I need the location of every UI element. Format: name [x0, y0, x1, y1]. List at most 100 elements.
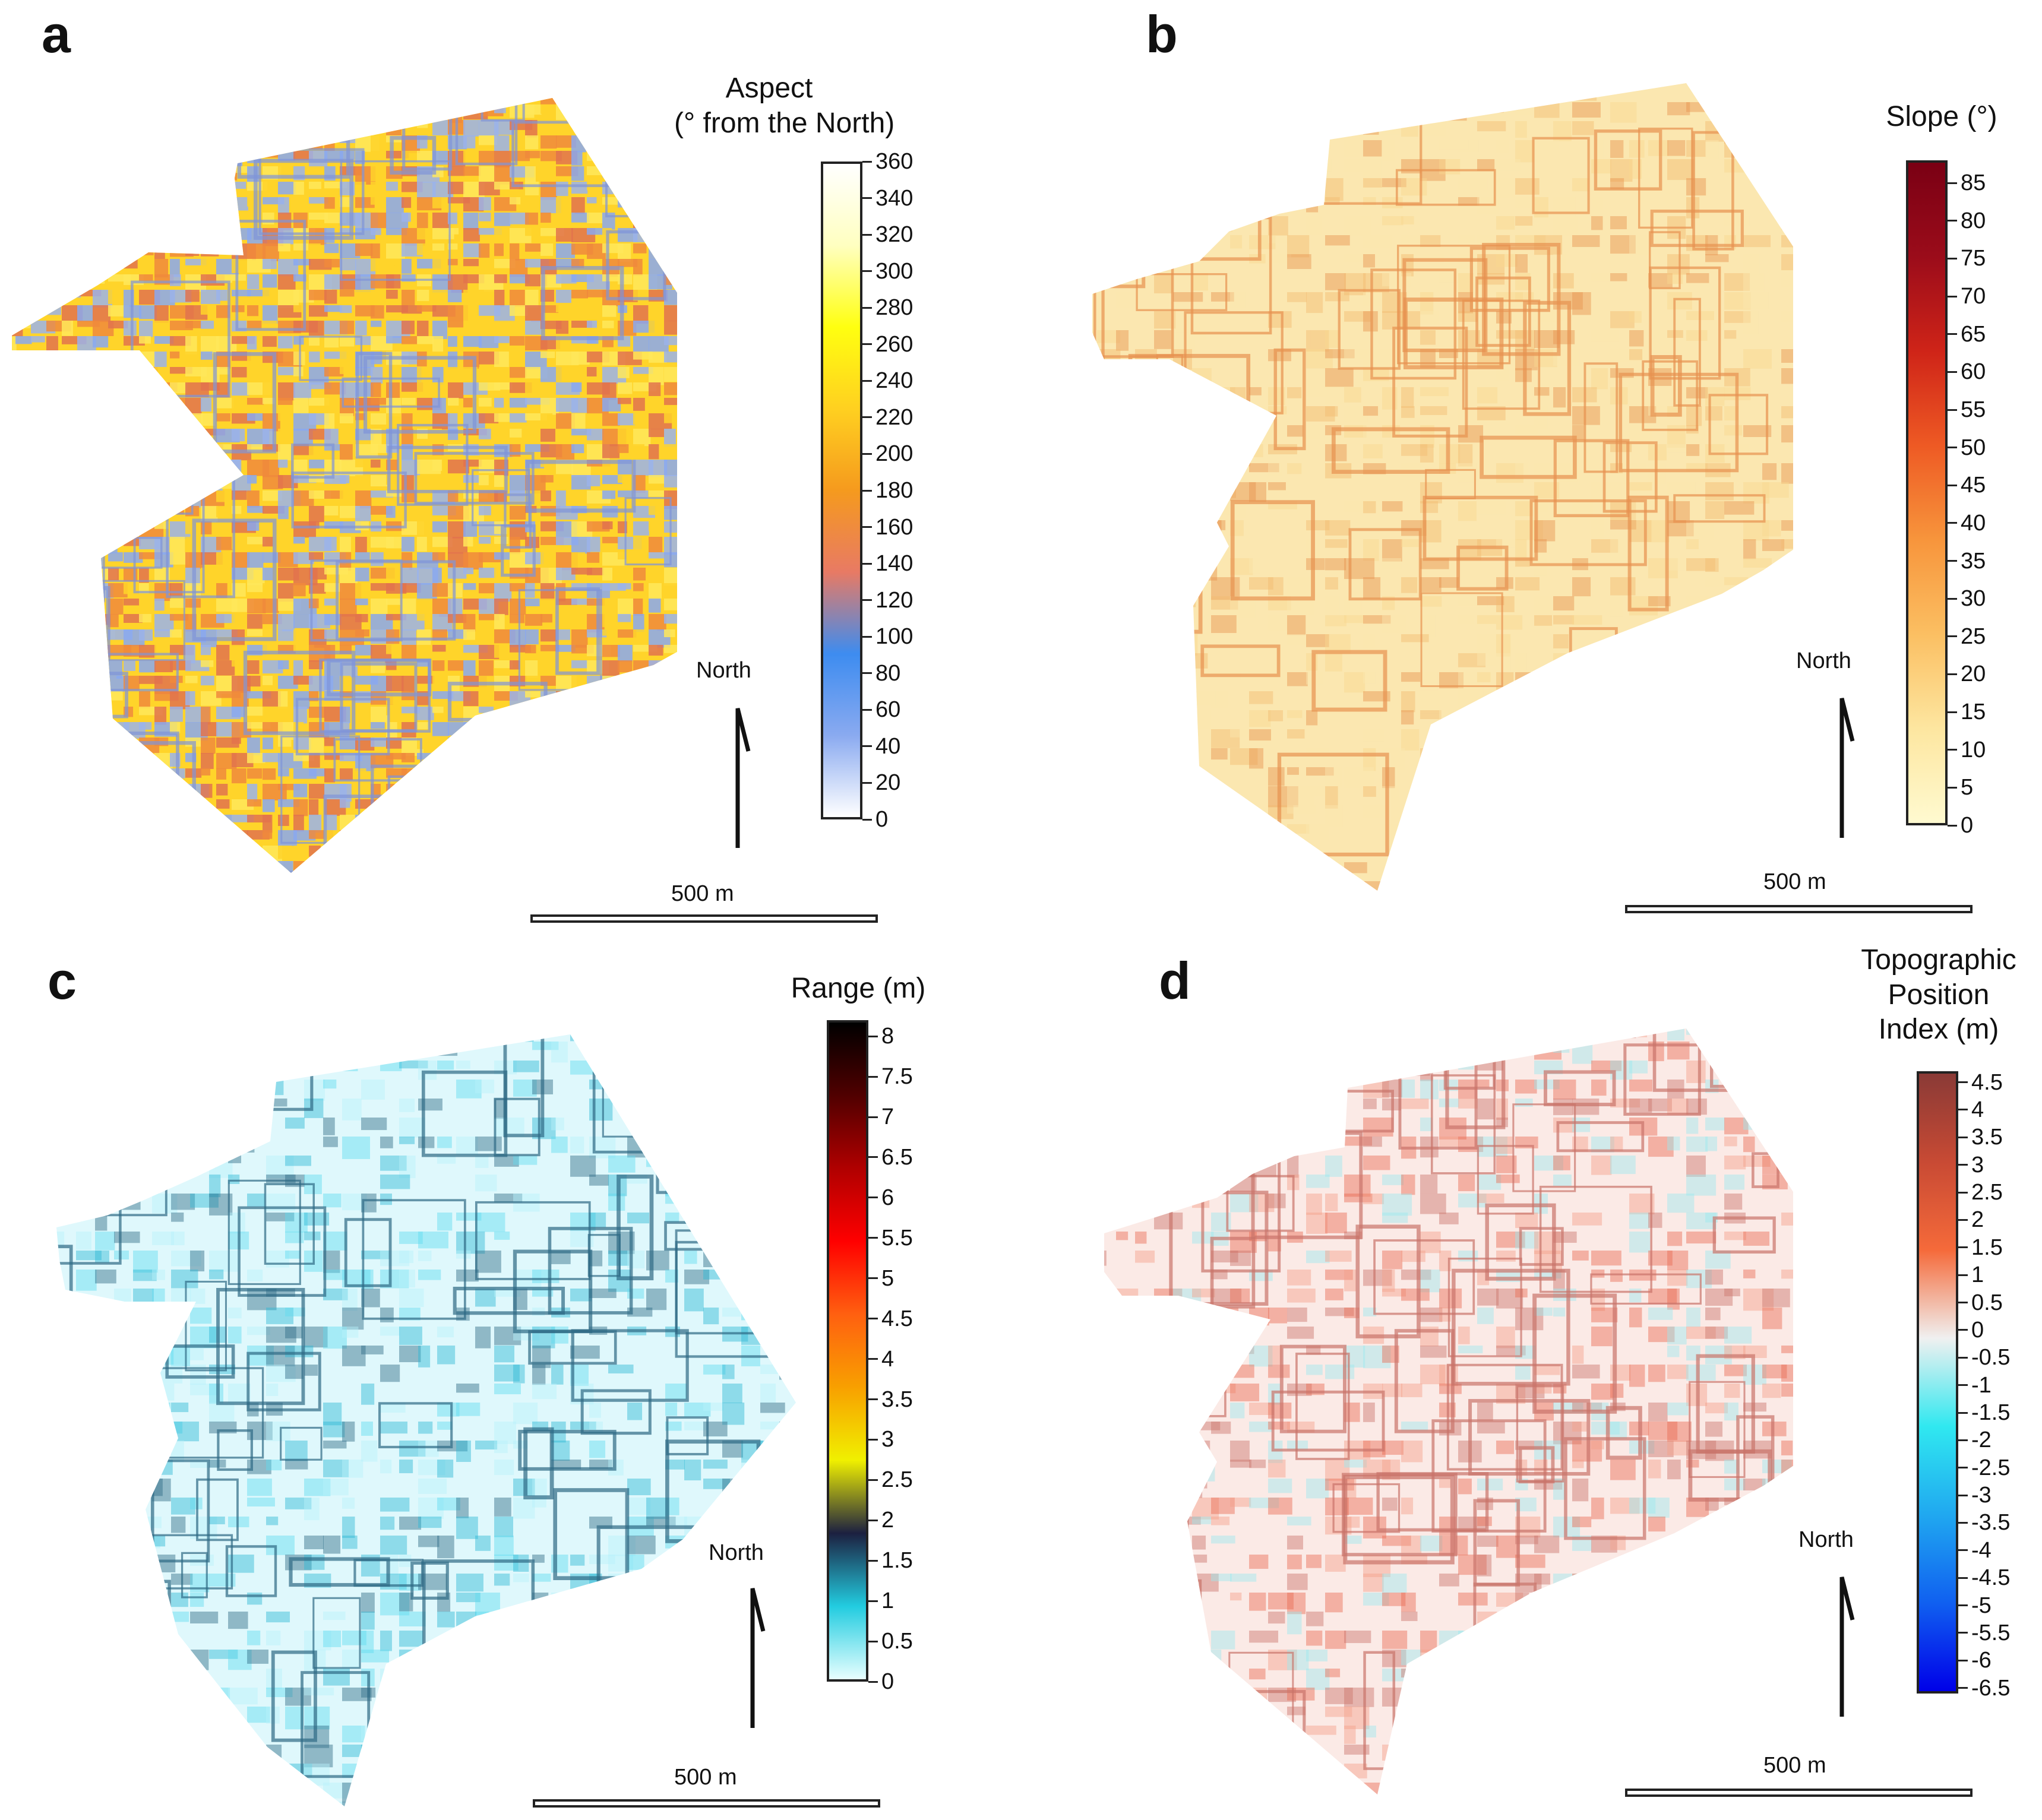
colorbar-tick-label: 1	[881, 1588, 894, 1614]
colorbar-tick-label: -6	[1971, 1648, 1992, 1673]
colorbar-tick-label: 65	[1961, 321, 1986, 347]
colorbar-ticks: 0 20 40 60 80 100 120 140 160 180 200 220 240 260 280 3…	[862, 150, 957, 831]
colorbar-tick	[1948, 711, 1957, 713]
colorbar-tick-label: 2.5	[881, 1467, 913, 1493]
colorbar-tick-label: 20	[875, 770, 901, 796]
legend-title-line: Slope (°)	[1886, 101, 1997, 132]
colorbar-ticks: -6.5 -6 -5.5 -5 -4.5 -4 -3.5 -3 -2.5 -2 -1.5 -1 -0.5…	[1958, 1071, 2041, 1699]
colorbar-tick	[862, 781, 872, 784]
colorbar-tick	[1948, 257, 1957, 259]
colorbar-tick-label: 100	[875, 624, 913, 650]
colorbar-tick	[868, 1600, 878, 1602]
scale-label: 500 m	[1763, 869, 1826, 894]
range-map	[56, 1034, 796, 1806]
colorbar-tick	[862, 745, 872, 748]
colorbar-tick-label: 70	[1961, 284, 1986, 309]
scale-bar	[530, 914, 878, 923]
colorbar-tick-label: 4.5	[881, 1306, 913, 1331]
colorbar-tick-label: 2.5	[1971, 1180, 2003, 1205]
scale-bar	[1625, 905, 1973, 913]
aspect-map	[12, 98, 677, 873]
colorbar-tick-label: -4	[1971, 1537, 1992, 1563]
colorbar	[1917, 1071, 1958, 1694]
colorbar-tick-label: 160	[875, 514, 913, 540]
colorbar-tick	[1958, 1467, 1968, 1469]
colorbar-tick-label: 40	[1961, 510, 1986, 536]
colorbar-tick	[862, 379, 872, 382]
colorbar-tick-label: 240	[875, 368, 913, 394]
tpi-map	[1104, 1028, 1793, 1794]
panel-slope: b Slope (°) 0 5 10 15 20 25 30 35 40 45 50 55 60 65 70…	[1021, 0, 2042, 913]
colorbar-tick	[1948, 597, 1957, 600]
colorbar-tick	[1948, 749, 1957, 751]
colorbar-tick	[1958, 1302, 1968, 1304]
colorbar-tick	[862, 270, 872, 273]
colorbar-tick-label: -0.5	[1971, 1345, 2011, 1370]
colorbar-tick-label: 3.5	[1971, 1125, 2003, 1150]
north-label: North	[1798, 1527, 1854, 1552]
colorbar-tick	[1948, 371, 1957, 373]
colorbar-tick	[868, 1116, 878, 1118]
colorbar-tick	[862, 489, 872, 492]
colorbar-tick	[862, 672, 872, 675]
colorbar-tick	[1958, 1081, 1968, 1084]
colorbar-tick-label: 3.5	[881, 1387, 913, 1412]
colorbar-tick-label: -1	[1971, 1372, 1992, 1398]
colorbar-tick-label: 320	[875, 222, 913, 248]
colorbar-tick-label: -6.5	[1971, 1675, 2011, 1701]
colorbar-tick-label: 75	[1961, 246, 1986, 271]
colorbar-tick-label: 120	[875, 587, 913, 613]
scale-label: 500 m	[671, 881, 734, 906]
colorbar-tick	[868, 1075, 878, 1078]
legend-title-line: Aspect	[725, 72, 813, 104]
colorbar-tick-label: 6.5	[881, 1144, 913, 1170]
colorbar-tick	[862, 452, 872, 455]
colorbar-tick-label: 7	[881, 1104, 894, 1130]
legend-title: Aspect (° from the North)	[674, 71, 894, 141]
colorbar-tick-label: -2	[1971, 1427, 1992, 1453]
colorbar-tick-label: 25	[1961, 623, 1986, 649]
colorbar-tick-label: 260	[875, 331, 913, 357]
colorbar-tick	[868, 1237, 878, 1239]
colorbar-tick	[1948, 522, 1957, 524]
colorbar-tick-label: 220	[875, 404, 913, 430]
panel-range: c Range (m) 0 0.5 1 1.5 2 2.5 3 3.5 4 4.5 5 5.5 6 6.5…	[0, 910, 1021, 1819]
colorbar	[827, 1020, 868, 1682]
colorbar	[1906, 160, 1948, 825]
scale-bar	[533, 1799, 880, 1808]
legend-title: Slope (°)	[1870, 100, 2013, 135]
colorbar-tick	[868, 1277, 878, 1280]
colorbar-tick	[862, 818, 872, 821]
panel-tpi: d Topographic Position Index (m) -6.5 -6-…	[1021, 910, 2042, 1819]
colorbar-tick-label: 180	[875, 478, 913, 503]
colorbar-tick-label: 280	[875, 295, 913, 321]
colorbar-tick-label: 35	[1961, 548, 1986, 574]
colorbar-tick-label: -1.5	[1971, 1400, 2011, 1425]
colorbar-tick	[1948, 635, 1957, 638]
colorbar-tick	[1958, 1549, 1968, 1552]
colorbar-tick	[1958, 1411, 1968, 1414]
colorbar-tick	[1958, 1136, 1968, 1138]
colorbar-tick-label: 80	[875, 660, 901, 686]
colorbar-tick-label: 0	[1961, 813, 1974, 838]
colorbar-tick	[1958, 1384, 1968, 1387]
colorbar-tick	[868, 1197, 878, 1199]
colorbar-tick-label: -4.5	[1971, 1565, 2011, 1591]
colorbar-tick	[1948, 220, 1957, 222]
colorbar-tick	[862, 343, 872, 346]
colorbar-tick	[868, 1640, 878, 1642]
legend-title-line: Index (m)	[1878, 1014, 1999, 1046]
colorbar-tick-label: 4	[1971, 1097, 1984, 1122]
colorbar-tick	[862, 197, 872, 200]
colorbar-tick	[868, 1438, 878, 1441]
colorbar-tick-label: 30	[1961, 586, 1986, 612]
colorbar-tick	[862, 599, 872, 602]
colorbar-tick	[868, 1519, 878, 1521]
colorbar-tick	[1958, 1604, 1968, 1607]
colorbar-tick	[862, 160, 872, 163]
panel-aspect: a Aspect (° from the North) 0 20 40 60 80 100…	[0, 0, 1021, 923]
colorbar-tick	[862, 562, 872, 565]
colorbar-tick	[1958, 1274, 1968, 1276]
colorbar-tick-label: 5	[1961, 775, 1974, 800]
colorbar-tick-label: -3	[1971, 1483, 1992, 1508]
